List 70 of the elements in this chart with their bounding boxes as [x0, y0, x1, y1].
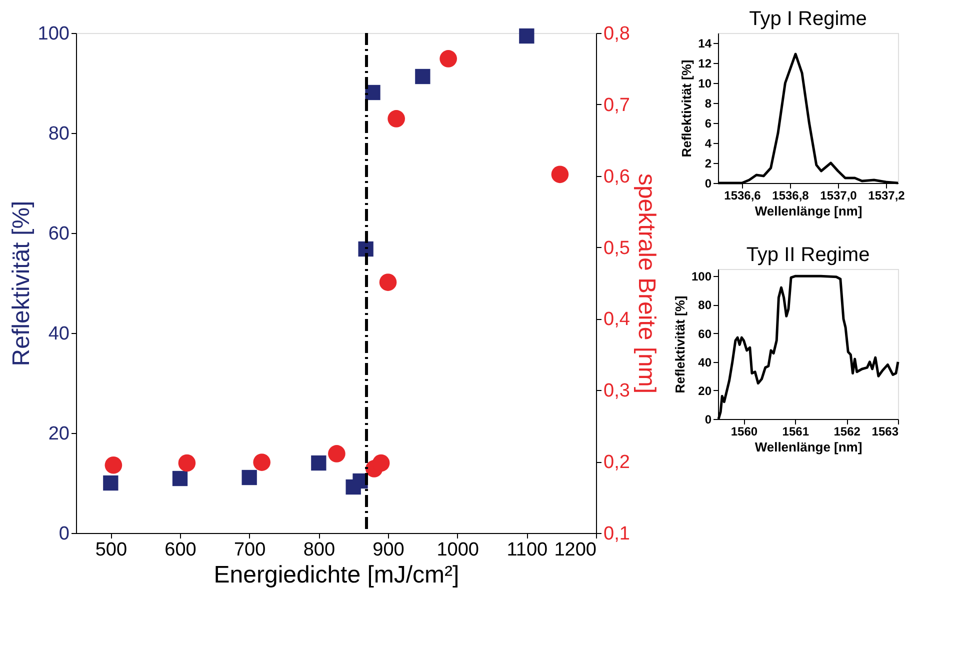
y2-tick-label: 0,7 — [604, 94, 630, 116]
x-tick-label: 1537,2 — [868, 188, 906, 202]
x-tick-label: 700 — [234, 540, 266, 560]
y2-tick-label: 0,3 — [604, 380, 630, 402]
point — [519, 28, 534, 44]
y-tick-label: 14 — [698, 36, 712, 50]
y-tick-label: 20 — [698, 384, 712, 398]
y-tick-label: 40 — [48, 324, 70, 344]
y2-tick-label: 0,5 — [604, 238, 630, 259]
x-tick-label: 1537,0 — [820, 188, 858, 202]
y-tick-label: 100 — [38, 24, 70, 44]
point — [242, 470, 257, 486]
point — [372, 454, 390, 472]
y2-axis-title: spektrale Breite [nm] — [632, 173, 660, 394]
x-tick-label: 1100 — [506, 540, 548, 560]
y-tick-label: 6 — [704, 116, 712, 130]
y-tick-label: 60 — [698, 326, 712, 341]
x-tick-label: 500 — [95, 540, 128, 560]
x-tick-label: 900 — [372, 540, 404, 560]
x-tick-label: 1200 — [554, 540, 596, 560]
y-axis-title: Reflektivität [%] — [8, 200, 35, 366]
point — [178, 454, 196, 472]
x-tick-label: 1562 — [834, 424, 861, 438]
point — [551, 166, 569, 184]
y2-tick-label: 0,6 — [604, 166, 630, 188]
point — [365, 84, 380, 100]
x-tick-label: 1561 — [782, 424, 810, 438]
y-tick-label: 0 — [704, 412, 712, 426]
point — [388, 110, 405, 128]
chart-title: Typ II Regime — [746, 244, 870, 266]
y-tick-label: 60 — [48, 224, 70, 244]
x-axis-title: Wellenlänge [nm] — [754, 204, 862, 218]
y2-tick-label: 0,4 — [604, 309, 630, 330]
y-axis-title: Reflektivität [%] — [679, 60, 694, 158]
y2-tick-label: 0,1 — [604, 524, 630, 544]
y-tick-label: 0 — [58, 524, 70, 544]
point — [328, 445, 346, 462]
x-axis-title: Energiedichte [mJ/cm²] — [214, 562, 460, 588]
y-tick-label: 80 — [698, 298, 712, 312]
y-tick-label: 20 — [48, 424, 70, 444]
y-tick-label: 12 — [698, 56, 712, 70]
x-tick-label: 600 — [164, 540, 196, 560]
point — [104, 456, 122, 474]
point — [358, 241, 374, 257]
x-tick-label: 1536,8 — [772, 188, 810, 202]
y-tick-label: 100 — [691, 270, 712, 284]
x-tick-label: 1563 — [872, 424, 899, 438]
point — [172, 470, 188, 486]
y2-tick-label: 0,2 — [604, 452, 630, 474]
y-tick-label: 2 — [704, 156, 712, 170]
chart-title: Typ I Regime — [749, 8, 867, 30]
x-axis-title: Wellenlänge [nm] — [754, 440, 862, 454]
y-tick-label: 0 — [704, 176, 712, 190]
y-tick-label: 10 — [698, 76, 712, 90]
y-axis-title: Reflektivität [%] — [672, 296, 688, 394]
y-tick-label: 8 — [704, 96, 712, 110]
point — [253, 454, 270, 471]
x-tick-label: 1000 — [436, 540, 479, 560]
point — [415, 68, 430, 84]
point — [379, 274, 397, 291]
x-tick-label: 1560 — [730, 424, 758, 438]
point — [311, 455, 326, 471]
y2-tick-label: 0,8 — [604, 24, 630, 44]
y-tick-label: 4 — [704, 136, 712, 150]
x-tick-label: 800 — [303, 540, 336, 560]
point — [440, 50, 457, 68]
point — [103, 475, 118, 491]
x-tick-label: 1536,6 — [724, 188, 762, 202]
y-tick-label: 40 — [698, 355, 712, 370]
y-tick-label: 80 — [48, 124, 70, 144]
